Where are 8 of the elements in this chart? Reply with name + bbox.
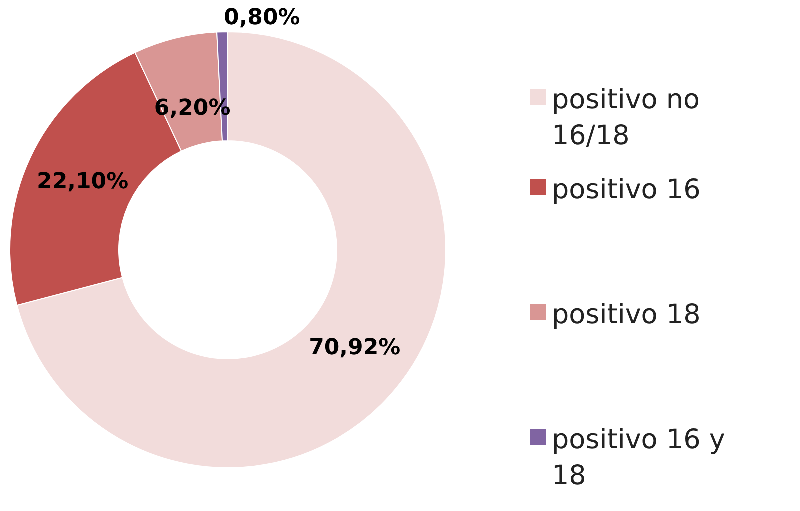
- legend-label: positivo 16: [552, 174, 701, 206]
- legend-label: positivo 18: [552, 300, 701, 330]
- data-label: 70,92%: [309, 335, 401, 360]
- data-label: 6,20%: [154, 96, 231, 121]
- data-label: 22,10%: [37, 170, 129, 195]
- legend-label: positivo no 16/18: [552, 84, 700, 152]
- legend-label: positivo 16 y 18: [552, 424, 726, 492]
- data-label: 0,80%: [224, 6, 300, 31]
